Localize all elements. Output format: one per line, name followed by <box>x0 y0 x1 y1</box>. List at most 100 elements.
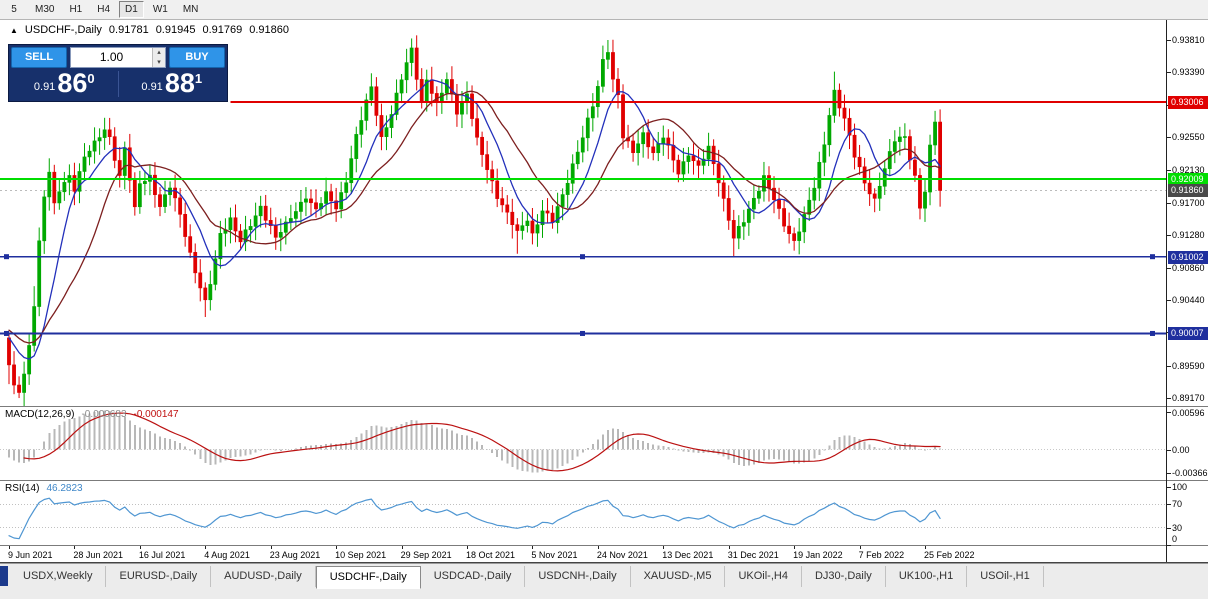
price-axis-tick <box>1167 267 1171 269</box>
price-axis-label: 0.93390 <box>1172 67 1205 78</box>
time-axis-label: 25 Feb 2022 <box>924 550 975 560</box>
price-axis-tick <box>1167 137 1171 139</box>
price-axis-tick <box>1167 202 1171 204</box>
rsi-label-row: RSI(14) 46.2823 <box>5 483 83 494</box>
chart-tab[interactable]: USDX,Weekly <box>10 566 107 587</box>
price-axis-label: 0.91280 <box>1172 230 1205 241</box>
time-axis-label: 24 Nov 2021 <box>596 550 648 560</box>
price-axis-tick <box>1167 504 1171 506</box>
time-axis-label: 5 Nov 2021 <box>531 550 578 560</box>
time-axis-label: 9 Jun 2021 <box>8 550 53 560</box>
panel-separator[interactable] <box>0 480 1208 481</box>
sell-price-fraction: 0 <box>87 71 95 86</box>
time-axis-tick <box>532 546 534 549</box>
chart-tab[interactable]: AUDUSD-,Daily <box>211 566 316 587</box>
chart-tab[interactable]: USDCHF-,Daily <box>315 566 421 589</box>
time-axis-tick <box>401 546 403 549</box>
price-axis-tick <box>1167 169 1171 171</box>
price-axis-tick <box>1167 72 1171 74</box>
time-axis-tick <box>139 546 141 549</box>
time-axis-tick <box>336 546 338 549</box>
price-axis-label: 70 <box>1172 499 1183 510</box>
price-axis-label: 100 <box>1172 481 1188 492</box>
buy-price-base: 0.91 <box>141 81 163 93</box>
chart-tab[interactable]: DJ30-,Daily <box>802 566 886 587</box>
price-axis-tick <box>1167 235 1171 237</box>
chart-symbol-period: USDCHF-,Daily <box>24 24 102 36</box>
buy-price-fraction: 1 <box>194 71 203 86</box>
time-axis-tick <box>925 546 926 549</box>
ohlc-open: 0.91781 <box>108 24 149 36</box>
price-axis[interactable]: 0.938100.933900.929700.925500.921300.917… <box>1166 20 1208 562</box>
sell-price-base: 0.91 <box>33 81 56 93</box>
time-axis-label: 7 Feb 2022 <box>858 550 905 560</box>
main-price-chart-canvas[interactable] <box>0 20 1166 406</box>
collapse-trade-panel-icon[interactable]: ▲ <box>10 25 18 35</box>
price-axis-label: 0.89590 <box>1172 360 1205 371</box>
panel-separator[interactable] <box>0 545 1208 546</box>
buy-button[interactable]: BUY <box>169 47 225 68</box>
timeframe-button-w1[interactable]: W1 <box>147 1 174 18</box>
buy-price[interactable]: 0.91 88 1 <box>119 68 226 99</box>
price-axis-label: 30 <box>1172 522 1183 533</box>
time-axis-label: 29 Sep 2021 <box>400 550 452 560</box>
price-divider <box>117 70 119 97</box>
macd-indicator-canvas[interactable] <box>0 407 1166 480</box>
price-axis-label: -0.00366 <box>1172 467 1208 478</box>
volume-field[interactable]: 1.00 ▴ ▾ <box>70 47 166 68</box>
panel-separator[interactable] <box>0 406 1208 407</box>
sell-button[interactable]: SELL <box>11 47 67 68</box>
buy-price-pips: 88 <box>164 68 195 98</box>
price-axis-label: 0.89170 <box>1172 393 1205 404</box>
timeframe-button-m30[interactable]: M30 <box>29 1 60 18</box>
chart-tab[interactable]: UKOil-,H4 <box>725 566 802 587</box>
price-axis-tick <box>1167 412 1171 414</box>
time-axis-tick <box>205 546 207 549</box>
timeframe-button-d1[interactable]: D1 <box>119 1 144 18</box>
timeframe-button-mn[interactable]: MN <box>177 1 205 18</box>
price-axis-tick <box>1167 365 1171 367</box>
time-axis-label: 31 Dec 2021 <box>727 550 779 560</box>
time-axis[interactable]: 9 Jun 2021 28 Jun 2021 16 Jul 2021 4 Aug 20… <box>0 546 1166 562</box>
time-axis-tick <box>467 546 468 549</box>
chart-bottom-border <box>0 562 1208 563</box>
timeframe-button-h4[interactable]: H4 <box>91 1 116 18</box>
ohlc-low: 0.91769 <box>202 24 243 36</box>
price-axis-label: 0.93810 <box>1172 34 1205 45</box>
price-axis-tick <box>1167 39 1171 41</box>
price-level-badge: 0.91860 <box>1168 184 1208 198</box>
price-axis-tick <box>1167 449 1171 451</box>
time-axis-label: 18 Oct 2021 <box>466 550 516 560</box>
sell-price[interactable]: 0.91 86 0 <box>11 68 118 99</box>
timeframe-button-h1[interactable]: H1 <box>63 1 88 18</box>
rsi-name: RSI(14) <box>5 483 40 494</box>
rsi-indicator-canvas[interactable] <box>0 481 1166 545</box>
chart-tab[interactable]: UK100-,H1 <box>886 566 968 587</box>
price-level-badge: 0.92009 <box>1168 172 1208 186</box>
price-axis-label: 0.00596 <box>1172 408 1205 418</box>
time-axis-label: 4 Aug 2021 <box>204 550 250 560</box>
chart-tab[interactable]: XAUUSD-,M5 <box>631 566 726 587</box>
timeframe-button-5[interactable]: 5 <box>2 1 26 18</box>
time-axis-tick <box>597 546 599 549</box>
price-axis-label: 0.92130 <box>1172 164 1205 175</box>
price-level-badge: 0.93006 <box>1168 96 1208 110</box>
chart-tab[interactable]: USDCAD-,Daily <box>421 566 526 587</box>
time-axis-label: 19 Jan 2022 <box>793 550 843 560</box>
volume-spinner[interactable]: ▴ ▾ <box>152 48 165 67</box>
price-axis-label: 0.92550 <box>1172 132 1205 143</box>
chart-tab[interactable]: USDCNH-,Daily <box>525 566 631 587</box>
price-axis-tick <box>1167 527 1171 529</box>
price-axis-tick <box>1167 486 1171 488</box>
chart-tab[interactable]: EURUSD-,Daily <box>106 566 212 587</box>
chart-tab[interactable]: USOil-,H1 <box>967 566 1044 587</box>
spinner-down-icon[interactable]: ▾ <box>153 57 165 67</box>
time-axis-label: 23 Aug 2021 <box>269 550 321 560</box>
ohlc-high: 0.91945 <box>155 24 196 36</box>
time-axis-tick <box>728 546 730 549</box>
volume-value[interactable]: 1.00 <box>99 50 124 64</box>
spinner-up-icon[interactable]: ▴ <box>153 48 165 58</box>
macd-name: MACD(12,26,9) <box>5 409 75 420</box>
price-axis-tick <box>1167 472 1171 474</box>
